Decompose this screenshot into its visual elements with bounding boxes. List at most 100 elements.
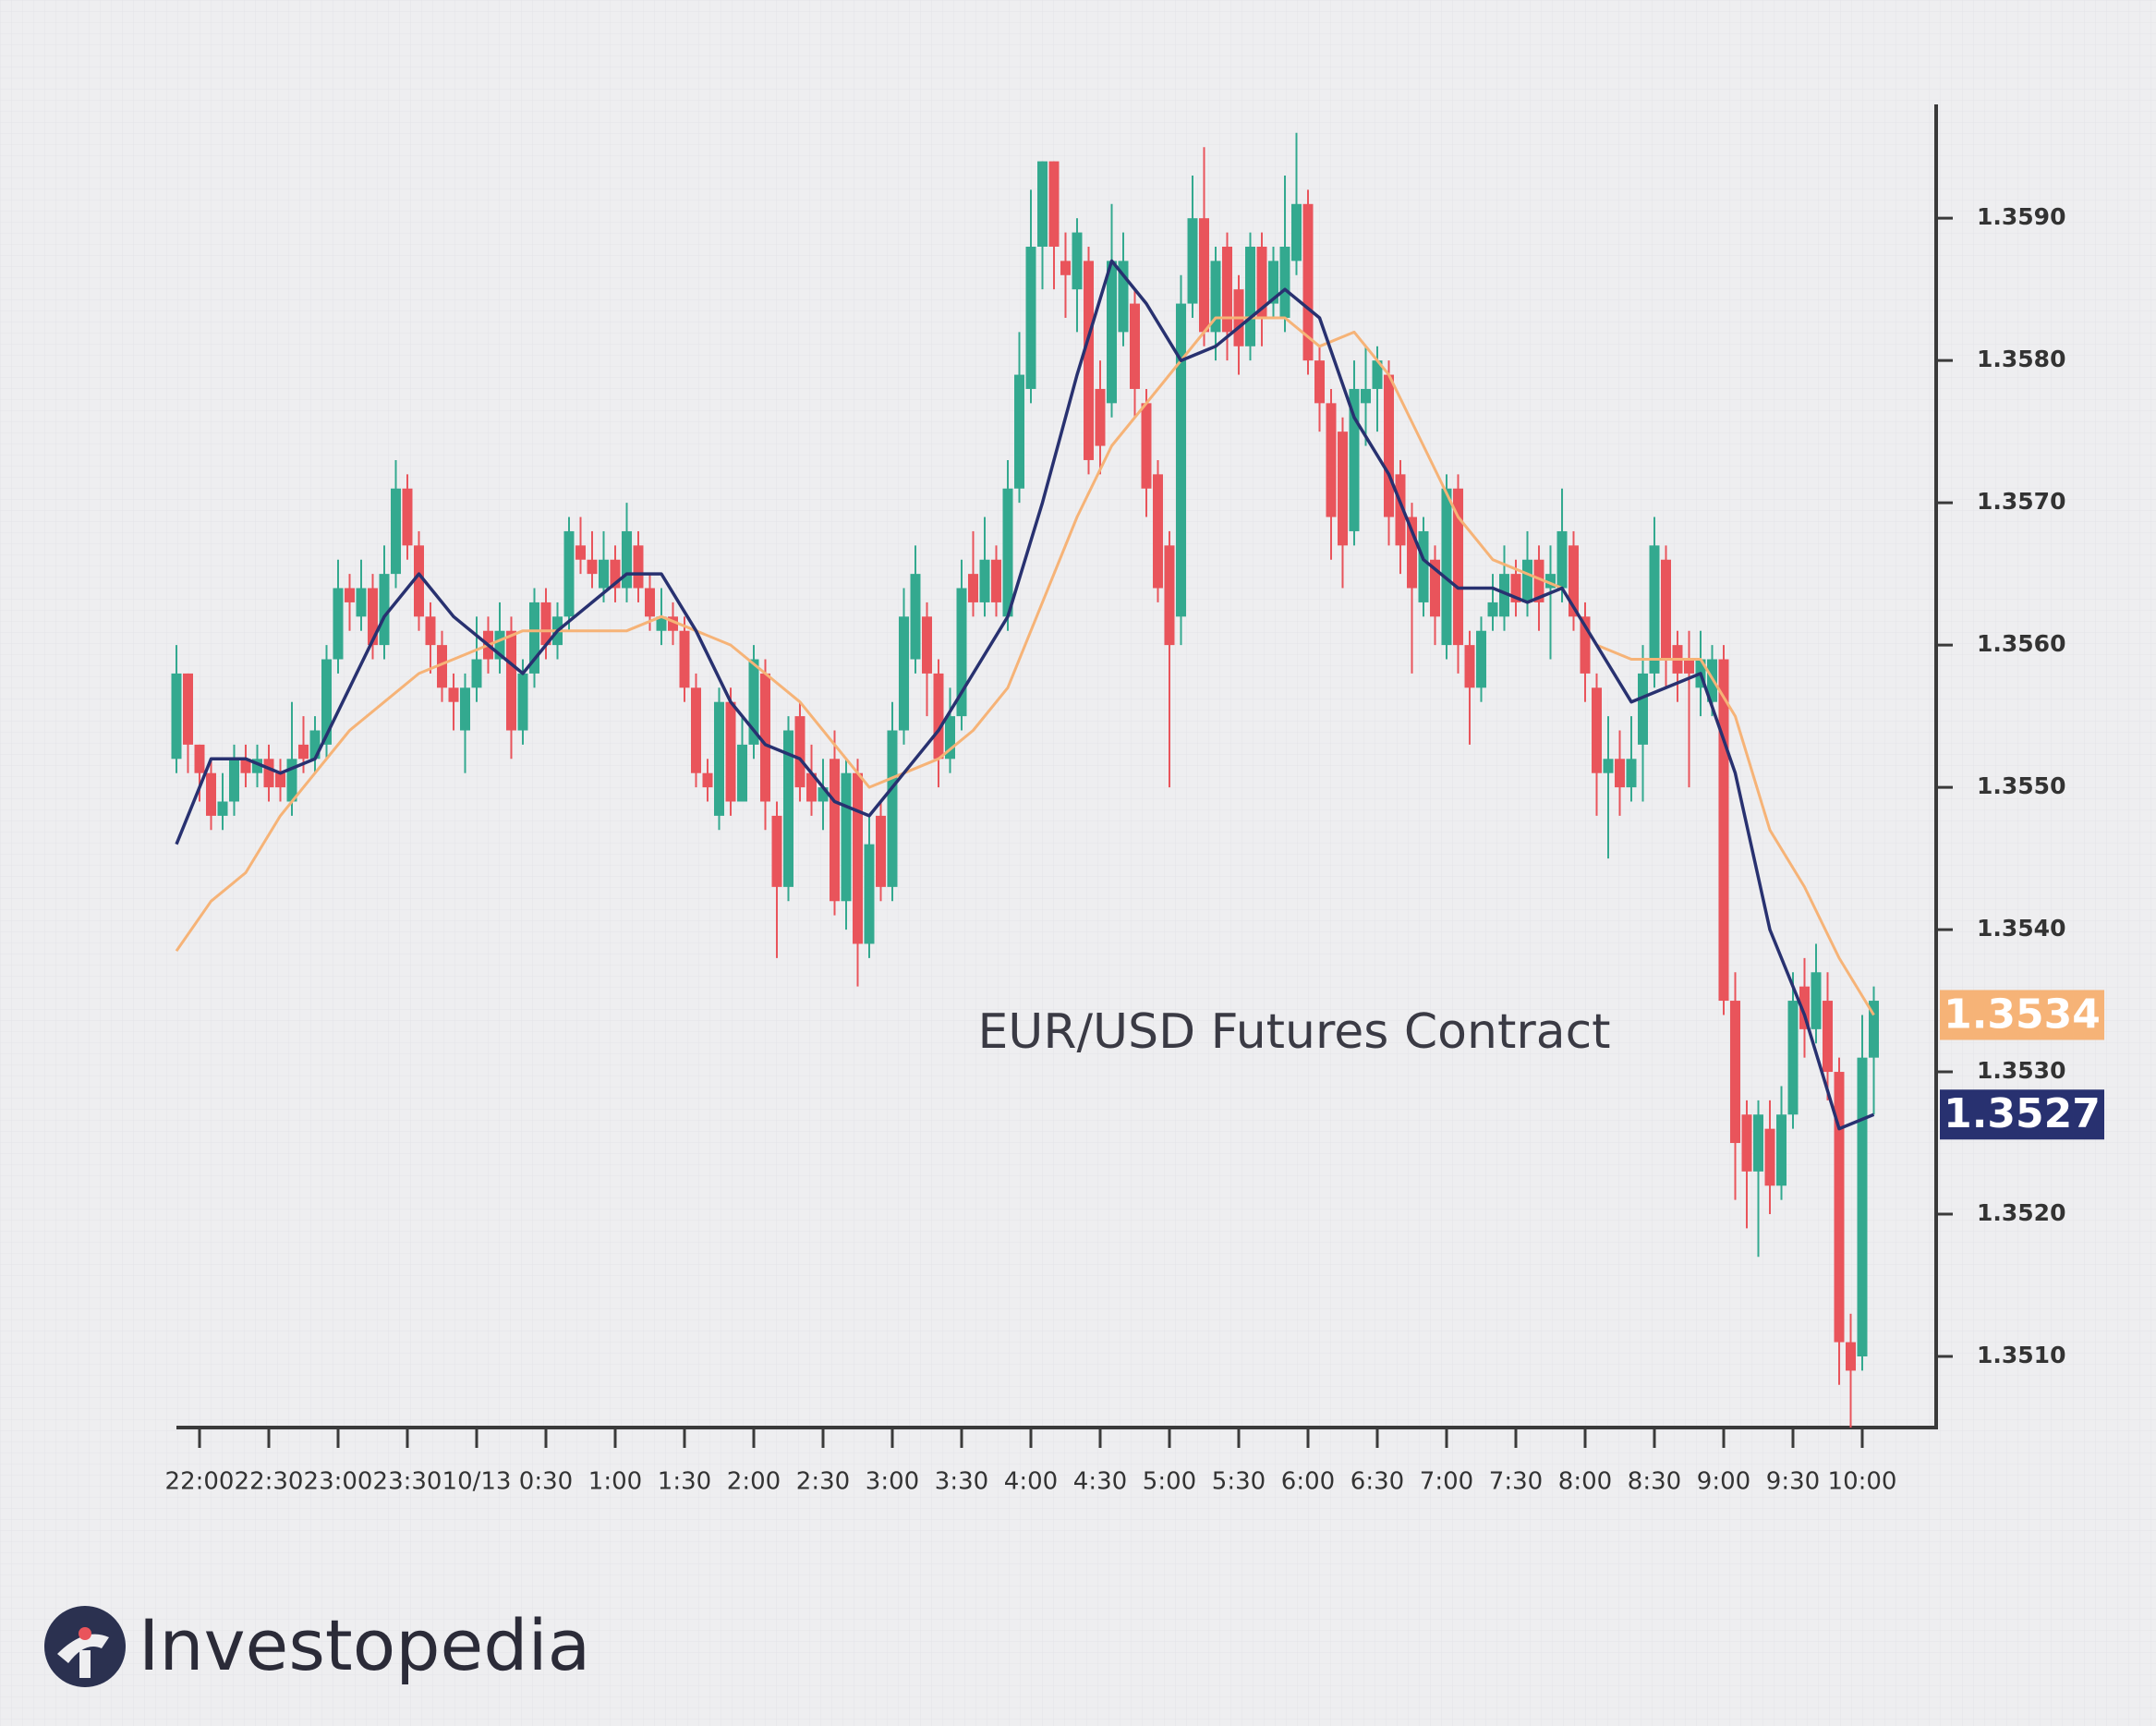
candle-body [991, 559, 1001, 602]
candle-body [1487, 602, 1498, 617]
candle-body [263, 759, 274, 788]
candle-body [1338, 432, 1348, 546]
candle-body [540, 602, 551, 646]
brand: Investopedia [139, 1604, 590, 1686]
candle-body [1153, 474, 1163, 589]
candles [171, 132, 1879, 1428]
candle-body [1256, 246, 1267, 318]
candle-body [853, 772, 863, 944]
candle-body [1522, 559, 1532, 602]
x-tick-label: 7:30 [1489, 1468, 1543, 1496]
candle-body [1326, 403, 1337, 517]
candle-body [748, 659, 759, 745]
x-tick-label: 2:30 [796, 1468, 850, 1496]
y-tick-label: 1.3560 [1977, 630, 2065, 657]
candle-body [1302, 203, 1314, 361]
moving-average-line [175, 259, 1875, 1131]
candle-body [309, 730, 321, 760]
x-tick-label: 6:30 [1351, 1468, 1404, 1496]
candle-body [1764, 1128, 1775, 1186]
candle-body [1787, 1001, 1799, 1115]
candle-body [1164, 545, 1175, 646]
candle-body [1291, 203, 1302, 261]
candle-body [956, 588, 967, 717]
candle-body [599, 559, 609, 589]
candle-body [622, 530, 632, 589]
candle-body [1499, 574, 1509, 617]
candle-body [321, 659, 332, 745]
candle-body [506, 630, 516, 731]
candle-body [887, 730, 898, 887]
candle-body [1014, 374, 1024, 489]
x-tick-label: 7:00 [1420, 1468, 1473, 1496]
y-tick-label: 1.3590 [1977, 203, 2065, 230]
y-tick-label: 1.3540 [1977, 915, 2065, 942]
candle-body [1823, 1001, 1833, 1073]
candle-body [1661, 559, 1671, 660]
y-tick-label: 1.3520 [1977, 1199, 2065, 1226]
candle-body [368, 588, 378, 646]
candle-body [771, 815, 782, 887]
candle-body [217, 801, 228, 816]
candle-body [460, 687, 470, 731]
x-tick-label: 8:30 [1628, 1468, 1681, 1496]
candle-body [794, 716, 805, 788]
candle-body [1048, 161, 1060, 247]
candle-body [1846, 1342, 1856, 1371]
chart-title: EUR/USD Futures Contract [977, 1004, 1610, 1060]
candle-body [1799, 986, 1810, 1029]
candle-body [1361, 388, 1371, 404]
candle-body [737, 744, 747, 802]
candle-body [1268, 261, 1278, 304]
candle-body [1084, 261, 1094, 460]
candle-body [1718, 659, 1729, 1002]
candle-body [1626, 759, 1637, 788]
x-tick-label: 4:30 [1073, 1468, 1127, 1496]
last-value-box [1940, 990, 2104, 1040]
candle-body [517, 673, 528, 731]
candle-body [414, 545, 424, 617]
x-tick-label: 23:30 [373, 1468, 442, 1496]
candle-body [1384, 374, 1394, 517]
x-tick-label: 1:30 [658, 1468, 711, 1496]
candle-body [1095, 388, 1106, 446]
candle-body [1407, 517, 1417, 589]
logo-dot [79, 1627, 91, 1640]
candle-body [575, 545, 586, 560]
candle-body [1037, 161, 1048, 247]
candle-body [356, 588, 367, 617]
candle-body [1060, 261, 1071, 275]
candle-body [1776, 1114, 1787, 1186]
candle-body [1025, 246, 1036, 389]
candle-body [345, 588, 355, 602]
x-tick-label: 6:00 [1281, 1468, 1335, 1496]
candle-body [1199, 218, 1209, 333]
candle-body [1753, 1114, 1763, 1172]
candle-body [194, 744, 205, 773]
candle-body [171, 673, 182, 760]
y-tick-label: 1.3580 [1977, 346, 2065, 372]
candle-body [1580, 616, 1591, 674]
x-tick-label: 8:00 [1558, 1468, 1612, 1496]
logo-stem [79, 1650, 91, 1678]
candle-body [1684, 659, 1694, 674]
candle-body [910, 574, 921, 660]
candle-body [876, 815, 886, 887]
candle-body [1441, 488, 1452, 646]
candle-body [1834, 1072, 1845, 1343]
candle-body [1107, 261, 1117, 404]
candle-body [1476, 630, 1486, 688]
candle-body [1453, 488, 1463, 646]
candle-body [968, 574, 978, 602]
candle-body [1869, 1001, 1879, 1058]
candle-body [679, 630, 690, 688]
y-tick-label: 1.3550 [1977, 772, 2065, 799]
x-tick-label: 3:30 [935, 1468, 988, 1496]
candle-body [1130, 303, 1140, 389]
candle-body [783, 730, 793, 887]
candle-body [610, 559, 621, 589]
candle-body [1222, 246, 1232, 333]
x-tick-label: 23:00 [304, 1468, 373, 1496]
x-tick-label: 22:30 [235, 1468, 304, 1496]
